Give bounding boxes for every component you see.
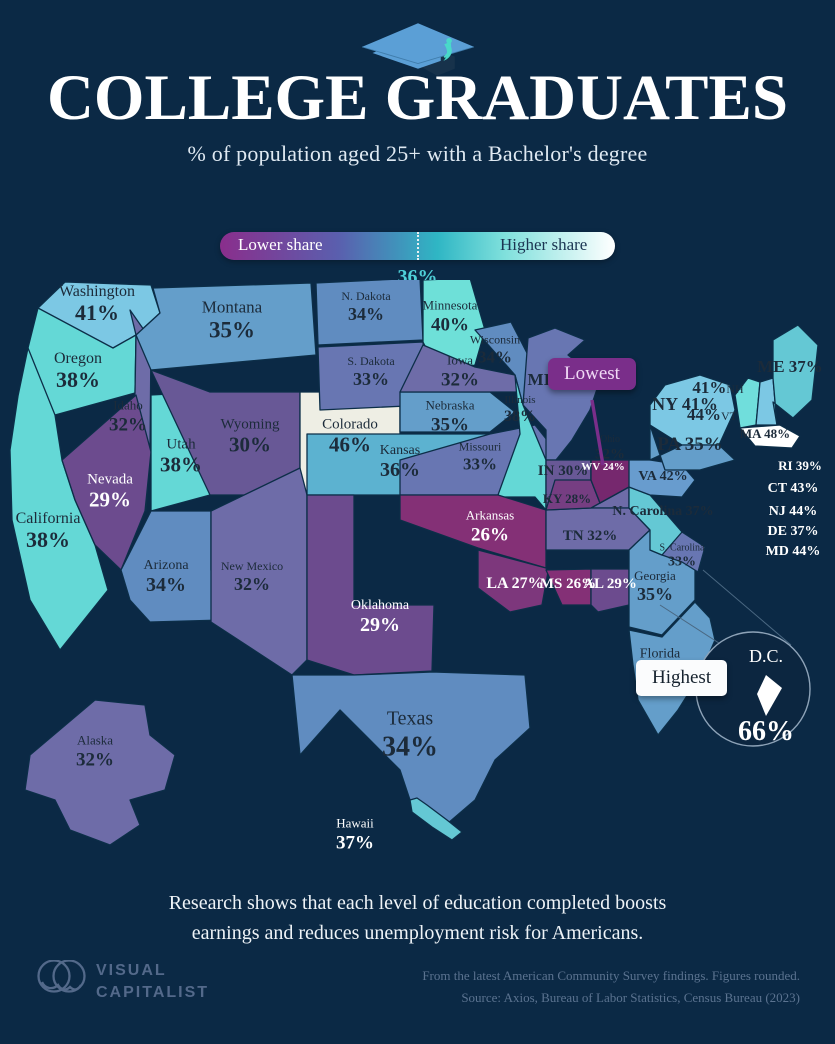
svg-text:34%: 34% — [348, 304, 384, 324]
svg-text:34%: 34% — [478, 347, 512, 366]
svg-text:29%: 29% — [89, 488, 131, 512]
svg-text:38%: 38% — [56, 367, 100, 392]
svg-text:Alaska: Alaska — [77, 733, 113, 748]
svg-text:38%: 38% — [504, 408, 536, 425]
svg-text:Illinois: Illinois — [504, 394, 535, 406]
svg-text:Arkansas: Arkansas — [466, 508, 514, 523]
svg-text:PA 35%: PA 35% — [657, 434, 723, 455]
svg-text:TN 32%: TN 32% — [563, 528, 618, 544]
svg-text:N. Carolina 37%: N. Carolina 37% — [612, 504, 713, 519]
svg-text:Kansas: Kansas — [380, 443, 420, 458]
svg-text:35%: 35% — [431, 414, 469, 435]
svg-text:35%: 35% — [209, 318, 255, 343]
svg-text:DE 37%: DE 37% — [768, 524, 819, 539]
svg-text:Ohio: Ohio — [600, 434, 620, 445]
svg-text:38%: 38% — [26, 527, 70, 552]
svg-text:S. Carolina: S. Carolina — [660, 542, 706, 553]
svg-text:N. Dakota: N. Dakota — [341, 289, 391, 303]
svg-text:32%: 32% — [109, 414, 147, 435]
svg-text:26%: 26% — [471, 524, 509, 545]
svg-text:MA 48%: MA 48% — [740, 426, 790, 441]
svg-text:Wyoming: Wyoming — [220, 416, 280, 432]
svg-text:MD 44%: MD 44% — [766, 544, 821, 559]
svg-text:46%: 46% — [329, 433, 371, 457]
svg-text:33%: 33% — [668, 555, 696, 570]
svg-text:Idaho: Idaho — [113, 398, 143, 413]
svg-text:AL 29%: AL 29% — [583, 576, 637, 592]
svg-text:32%: 32% — [76, 749, 114, 770]
svg-text:30%: 30% — [229, 433, 271, 457]
svg-text:37%: 37% — [336, 832, 374, 853]
svg-text:34%: 34% — [146, 574, 186, 596]
svg-text:Utah: Utah — [166, 436, 196, 452]
svg-text:29%: 29% — [360, 614, 400, 636]
svg-text:Nebraska: Nebraska — [425, 398, 474, 413]
svg-text:34%: 34% — [382, 731, 438, 762]
svg-text:35%: 35% — [637, 584, 673, 604]
svg-text:ME 37%: ME 37% — [757, 357, 823, 376]
svg-text:Oklahoma: Oklahoma — [351, 598, 410, 613]
svg-text:Washington: Washington — [59, 283, 135, 300]
svg-text:36%: 36% — [380, 459, 420, 481]
svg-text:41%NH: 41%NH — [692, 378, 744, 397]
svg-text:Minnesota: Minnesota — [423, 298, 478, 313]
svg-text:33%: 33% — [353, 369, 389, 389]
svg-text:41%: 41% — [75, 300, 119, 325]
svg-text:WV 24%: WV 24% — [581, 461, 625, 473]
svg-text:LA 27%: LA 27% — [486, 575, 543, 592]
svg-text:32%: 32% — [441, 369, 479, 390]
svg-text:32%: 32% — [595, 446, 625, 462]
svg-text:Georgia: Georgia — [634, 568, 676, 583]
svg-text:32%: 32% — [234, 574, 270, 594]
svg-text:Montana: Montana — [202, 297, 263, 316]
svg-text:S. Dakota: S. Dakota — [347, 354, 395, 368]
svg-text:NJ 44%: NJ 44% — [769, 504, 818, 519]
svg-text:Wisconsin: Wisconsin — [470, 333, 520, 347]
svg-text:Oregon: Oregon — [54, 350, 102, 367]
svg-text:New Mexico: New Mexico — [221, 559, 283, 573]
svg-text:Nevada: Nevada — [87, 471, 133, 487]
svg-text:38%: 38% — [160, 453, 202, 477]
svg-text:Iowa: Iowa — [447, 353, 473, 368]
svg-text:33%: 33% — [463, 454, 497, 473]
svg-text:Texas: Texas — [387, 708, 434, 730]
svg-text:Missouri: Missouri — [459, 440, 502, 454]
svg-text:Hawaii: Hawaii — [336, 816, 374, 831]
svg-text:40%: 40% — [431, 314, 469, 335]
svg-text:California: California — [16, 510, 81, 527]
svg-text:RI 39%: RI 39% — [778, 458, 822, 473]
svg-text:Arizona: Arizona — [143, 558, 189, 573]
svg-text:Colorado: Colorado — [322, 416, 378, 432]
svg-text:CT 43%: CT 43% — [768, 481, 819, 496]
svg-text:KY 28%: KY 28% — [543, 491, 591, 506]
svg-text:VA 42%: VA 42% — [638, 469, 687, 484]
